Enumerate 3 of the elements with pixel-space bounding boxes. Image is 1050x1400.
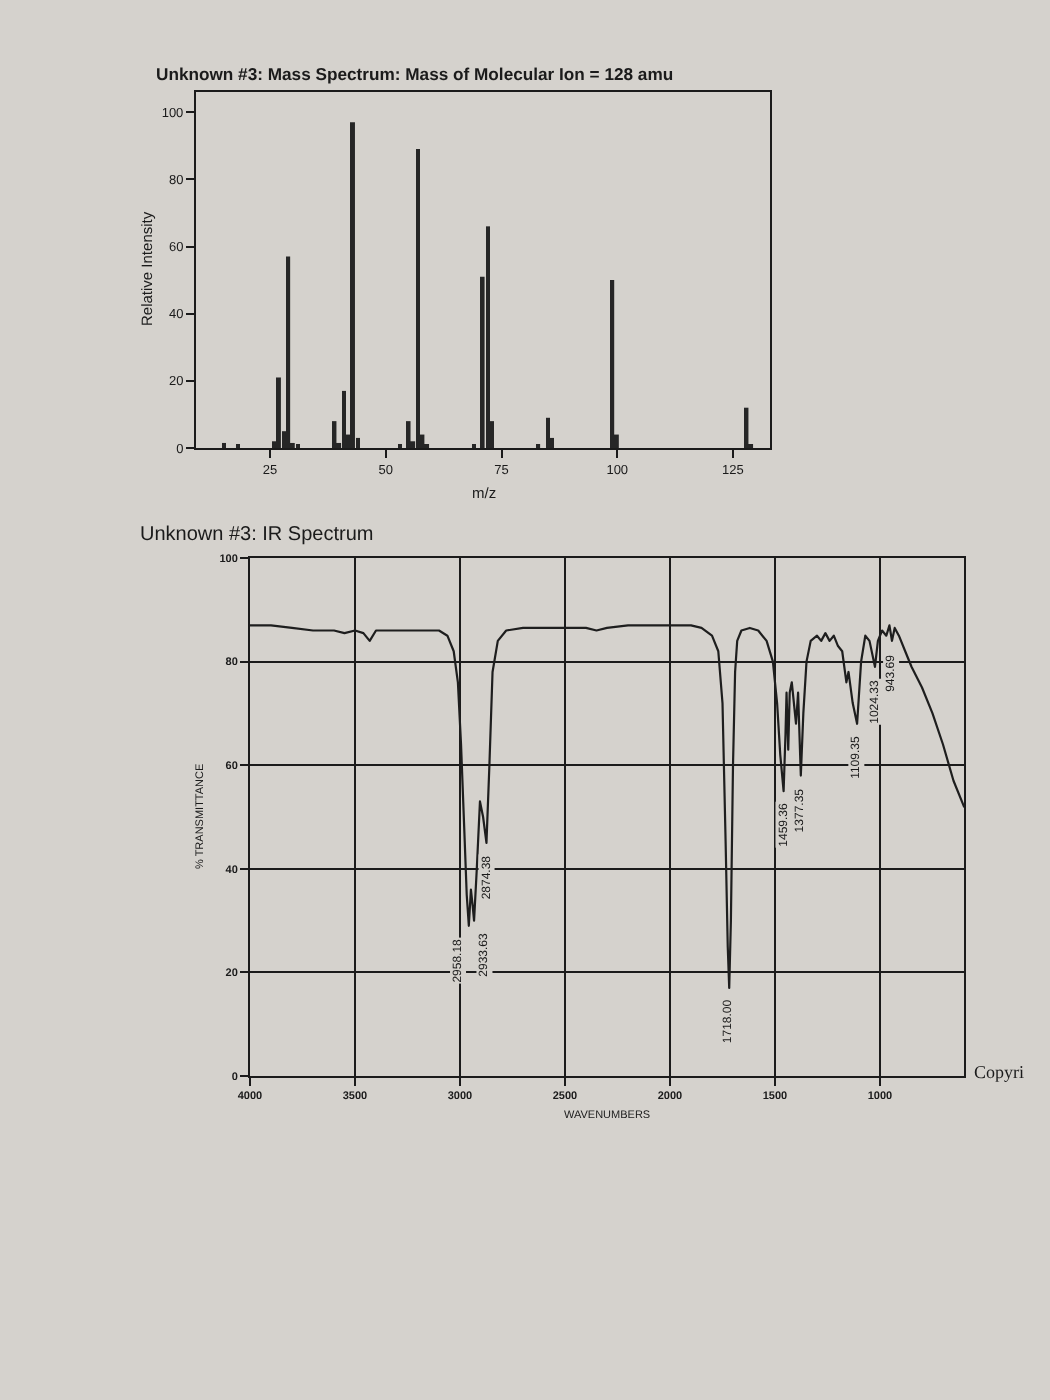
chart-title: Unknown #3: IR Spectrum <box>140 524 374 546</box>
text: Copyri <box>974 1062 1025 1082</box>
chart-title: Unknown #3: Mass Spectrum: Mass of Molecular Ion = 128 amu <box>156 64 674 84</box>
